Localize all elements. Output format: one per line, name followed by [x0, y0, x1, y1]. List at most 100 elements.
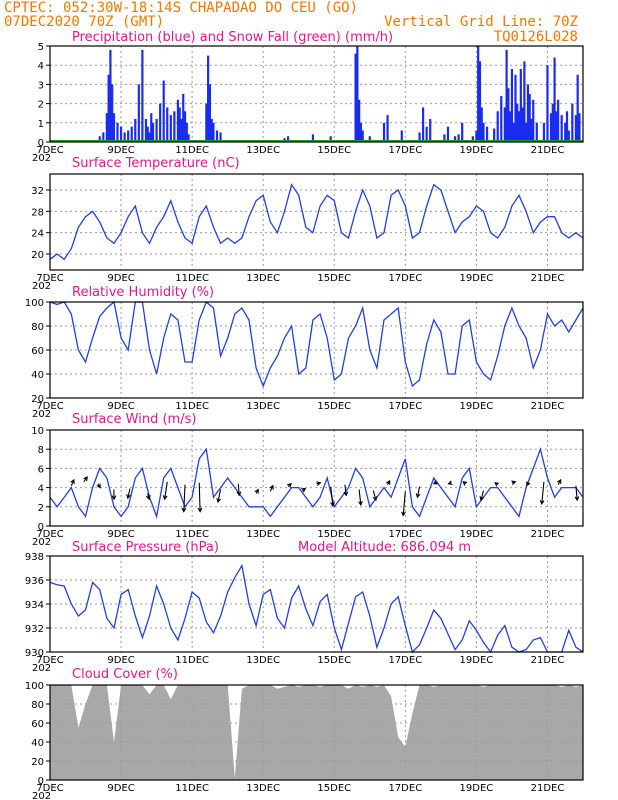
cloud-panel: 7DEC 9DEC 11DEC 13DEC 15DEC 17DEC 19DEC 21DEC 20… [25, 681, 584, 800]
precip-bar [485, 126, 489, 142]
x-tick-label: 15DEC [317, 145, 351, 156]
x-tick-label: 21DEC [531, 145, 565, 156]
precip-bar [137, 84, 140, 142]
precip-frame [49, 45, 584, 143]
precip-bar [400, 130, 403, 142]
precip-bar [500, 95, 503, 142]
precip-bar [329, 136, 332, 142]
wind-arrow-head [479, 496, 485, 502]
x-tick-label: 15DEC [317, 401, 351, 412]
wind-arrow-head [145, 495, 151, 501]
y-tick-label: 32 [31, 186, 44, 197]
x-year-label: 202 [32, 663, 51, 674]
precip-bar [141, 49, 144, 143]
wind-arrow-head [111, 495, 117, 501]
precip-bar [183, 111, 187, 142]
y-tick-label: 80 [31, 322, 44, 333]
pressure-series-line [49, 563, 584, 654]
precip-bar [526, 84, 530, 142]
x-tick-label: 13DEC [246, 273, 280, 284]
rh-panel: 7DEC 9DEC 11DEC 13DEC 15DEC 17DEC 19DEC 21DEC 20… [25, 298, 584, 420]
precip-bar [532, 99, 535, 142]
x-tick-label: 17DEC [388, 273, 422, 284]
cloud-cover-area [50, 685, 583, 780]
wind-arrow [575, 485, 578, 501]
x-tick-label: 7DEC [36, 273, 63, 284]
wind-arrow [372, 490, 377, 501]
wind-frame [49, 429, 584, 527]
precip-bar [551, 103, 554, 142]
wind-arrow-head [301, 487, 307, 493]
x-tick-label: 17DEC [388, 529, 422, 540]
precip-bar [557, 99, 560, 142]
y-tick-label: 10 [31, 426, 44, 437]
precip-bar [212, 122, 215, 142]
y-tick-label: 100 [25, 298, 44, 309]
precip-bar [162, 80, 165, 142]
y-tick-label: 936 [25, 576, 44, 587]
precip-bar [478, 61, 482, 142]
precip-bar [187, 134, 190, 142]
x-tick-label: 7DEC [36, 145, 63, 156]
y-tick-label: 0 [38, 138, 44, 149]
y-tick-label: 930 [25, 648, 44, 659]
precip-bar [446, 126, 450, 142]
precip-bar [555, 111, 558, 142]
x-tick-label: 17DEC [388, 401, 422, 412]
wind-arrow-head [511, 480, 517, 486]
precip-bar [286, 136, 290, 142]
x-tick-label: 19DEC [460, 529, 494, 540]
x-tick-label: 7DEC [36, 401, 63, 412]
precip-bar [567, 130, 570, 142]
wind-arrow [217, 489, 222, 503]
precip-bar [510, 69, 514, 142]
x-tick-label: 7DEC [36, 655, 63, 666]
precip-panel: 7DEC 9DEC 11DEC 13DEC 15DEC 17DEC 19DEC 21DEC20… [32, 42, 584, 164]
precip-bar [134, 118, 137, 142]
pressure-panel: 7DEC 9DEC 11DEC 13DEC 15DEC 17DEC 19DEC 21DEC 20… [25, 552, 584, 674]
wind-arrow-head [494, 482, 500, 487]
x-tick-label: 9DEC [107, 401, 134, 412]
precip-bar [519, 69, 522, 142]
precip-bar [422, 107, 425, 142]
precip-bar [530, 118, 533, 142]
y-tick-label: 28 [31, 207, 44, 218]
x-tick-label: 9DEC [107, 529, 134, 540]
wind-arrow-head [557, 478, 562, 484]
run-date: 07DEC2020 70Z (GMT) [4, 14, 164, 30]
wind-series-line [49, 446, 584, 519]
model-code: TQ0126L028 [494, 29, 578, 45]
wind-arrow [198, 482, 201, 512]
wind-arrow [480, 490, 485, 501]
temperature-panel-title: Surface Temperature (nC) [72, 156, 240, 171]
y-tick-label: 60 [31, 719, 44, 730]
y-tick-label: 0 [38, 776, 44, 787]
wind-arrow-head [372, 496, 378, 502]
precip-bar [119, 126, 123, 142]
wind-panel: 7DEC 9DEC 11DEC 13DEC 15DEC 17DEC 19DEC 21DEC20… [31, 426, 584, 548]
y-tick-label: 20 [31, 250, 44, 261]
y-tick-label: 20 [31, 394, 44, 405]
precip-bar [443, 134, 446, 142]
precip-bar [102, 132, 105, 142]
precip-bar [546, 65, 549, 142]
precip-bar [146, 126, 149, 142]
precip-bar [144, 118, 148, 142]
precip-bar [512, 122, 515, 142]
wind-arrow [358, 489, 362, 505]
precip-bar [105, 113, 108, 142]
x-year-label: 202 [32, 791, 51, 800]
wind-arrow [344, 484, 347, 496]
x-tick-label: 15DEC [317, 783, 351, 794]
x-year-label: 202 [32, 537, 51, 548]
precip-bar [453, 136, 457, 142]
precip-bar [578, 113, 581, 142]
wind-arrow-head [269, 484, 274, 490]
y-tick-label: 80 [31, 700, 44, 711]
wind-arrow-head [236, 491, 242, 497]
wind-arrow [402, 491, 406, 516]
rh-series-line [49, 300, 584, 388]
precip-bar [210, 118, 213, 142]
x-tick-label: 7DEC [36, 529, 63, 540]
y-tick-label: 40 [31, 738, 44, 749]
